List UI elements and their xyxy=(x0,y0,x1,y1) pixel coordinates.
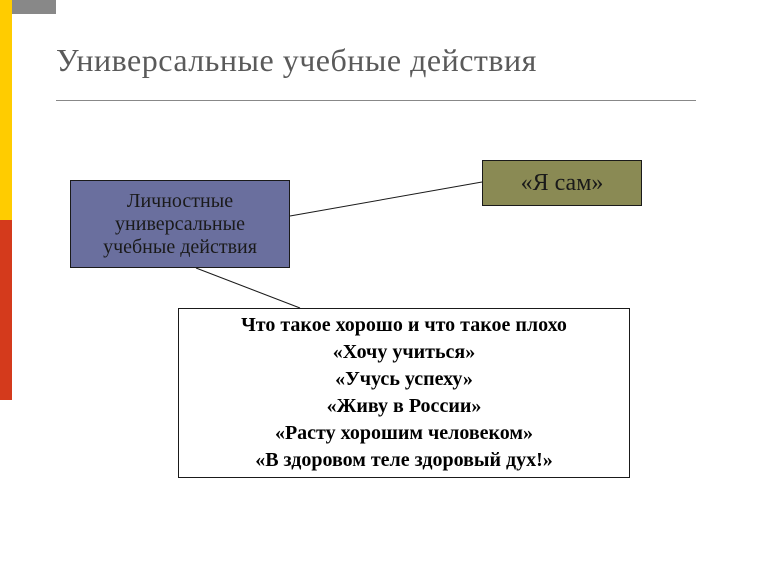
left-sidebar xyxy=(0,0,12,576)
node-list-line: «Учусь успеху» xyxy=(335,366,473,393)
node-source: Личностныеуниверсальныеучебные действия xyxy=(70,180,290,268)
connector-line xyxy=(290,182,482,216)
sidebar-red xyxy=(0,220,12,400)
node-list-line: «Расту хорошим человеком» xyxy=(275,420,533,447)
sidebar-yellow xyxy=(0,0,12,220)
node-source-line: учебные действия xyxy=(103,236,257,259)
node-list-line: Что такое хорошо и что такое плохо xyxy=(241,312,567,339)
title-rule xyxy=(56,100,696,101)
node-list-line: «Живу в России» xyxy=(327,393,482,420)
connector-line xyxy=(196,268,300,308)
node-source-line: Личностные xyxy=(127,190,233,213)
node-list-line: «В здоровом теле здоровый дух!» xyxy=(255,447,553,474)
slide-title: Универсальные учебные действия xyxy=(56,42,537,79)
node-list: Что такое хорошо и что такое плохо«Хочу … xyxy=(178,308,630,478)
node-self-label: «Я сам» xyxy=(521,170,604,197)
connectors xyxy=(0,0,768,576)
node-list-line: «Хочу учиться» xyxy=(333,339,476,366)
node-source-line: универсальные xyxy=(115,213,245,236)
node-self: «Я сам» xyxy=(482,160,642,206)
